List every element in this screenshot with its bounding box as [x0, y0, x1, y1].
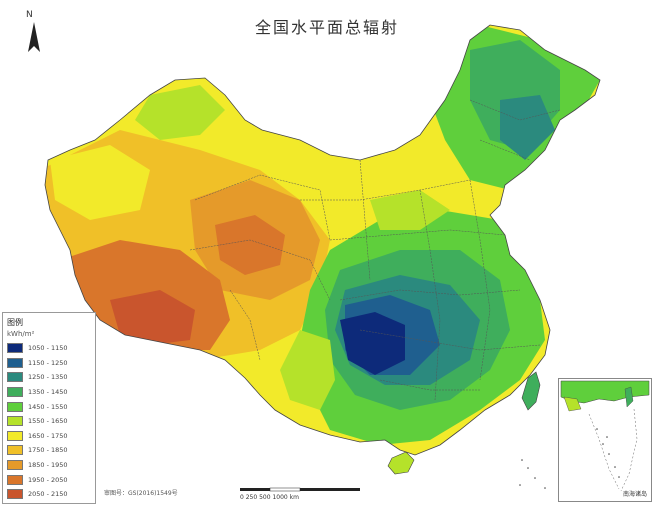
- legend-swatch: [7, 430, 23, 441]
- hainan-island: [387, 451, 415, 475]
- legend-swatch: [7, 489, 23, 500]
- legend-label: 1550 - 1650: [28, 417, 68, 426]
- legend-item: 1850 - 1950: [7, 458, 91, 473]
- south-sea-islands: [519, 459, 546, 489]
- legend-item: 1450 - 1550: [7, 399, 91, 414]
- legend-label: 1350 - 1450: [28, 388, 68, 397]
- legend-label: 2050 - 2150: [28, 490, 68, 499]
- legend-item: 1350 - 1450: [7, 385, 91, 400]
- legend-item: 1950 - 2050: [7, 472, 91, 487]
- legend-item: 1050 - 1150: [7, 341, 91, 356]
- south-china-sea-inset: 南海诸岛: [558, 378, 652, 502]
- province-boundaries: [189, 99, 561, 401]
- legend-swatch: [7, 474, 23, 485]
- legend-item: 1750 - 1850: [7, 443, 91, 458]
- legend-label: 1950 - 2050: [28, 475, 68, 484]
- legend-label: 1650 - 1750: [28, 431, 68, 440]
- map-title: 全国水平面总辐射: [254, 18, 399, 37]
- taiwan-island: [521, 371, 541, 411]
- legend-label: 1750 - 1850: [28, 446, 68, 455]
- legend-swatch: [7, 401, 23, 412]
- footer-note: 审图号：GS(2016)1549号: [104, 490, 178, 497]
- legend-swatch: [7, 387, 23, 398]
- legend-unit: kWh/m²: [7, 330, 35, 338]
- legend-label: 1850 - 1950: [28, 461, 68, 470]
- legend-label: 1450 - 1550: [28, 402, 68, 411]
- legend-title: 图例: [7, 318, 23, 327]
- legend-swatch: [7, 357, 23, 368]
- legend-swatch: [7, 372, 23, 383]
- legend-swatch: [7, 343, 23, 354]
- north-label: N: [26, 10, 33, 20]
- legend-swatch: [7, 416, 23, 427]
- inset-caption: 南海诸岛: [622, 491, 647, 498]
- legend-item: 2050 - 2150: [7, 487, 91, 502]
- legend-label: 1050 - 1150: [28, 344, 68, 353]
- scale-bar: [240, 487, 360, 492]
- legend-swatch: [7, 445, 23, 456]
- legend-item: 1150 - 1250: [7, 356, 91, 371]
- scale-text: 0 250 500 1000 km: [240, 494, 299, 501]
- legend-rows: 1050 - 1150 1150 - 1250 1250 - 1350 1350 - …: [7, 341, 91, 502]
- legend-swatch: [7, 460, 23, 471]
- inset-map: [560, 380, 650, 492]
- legend-item: 1650 - 1750: [7, 429, 91, 444]
- legend-label: 1250 - 1350: [28, 373, 68, 382]
- north-arrow-icon: [28, 22, 40, 52]
- legend: 图例 kWh/m² 1050 - 1150 1150 - 1250 1250 - 1…: [2, 312, 96, 504]
- legend-item: 1550 - 1650: [7, 414, 91, 429]
- legend-item: 1250 - 1350: [7, 370, 91, 385]
- legend-label: 1150 - 1250: [28, 358, 68, 367]
